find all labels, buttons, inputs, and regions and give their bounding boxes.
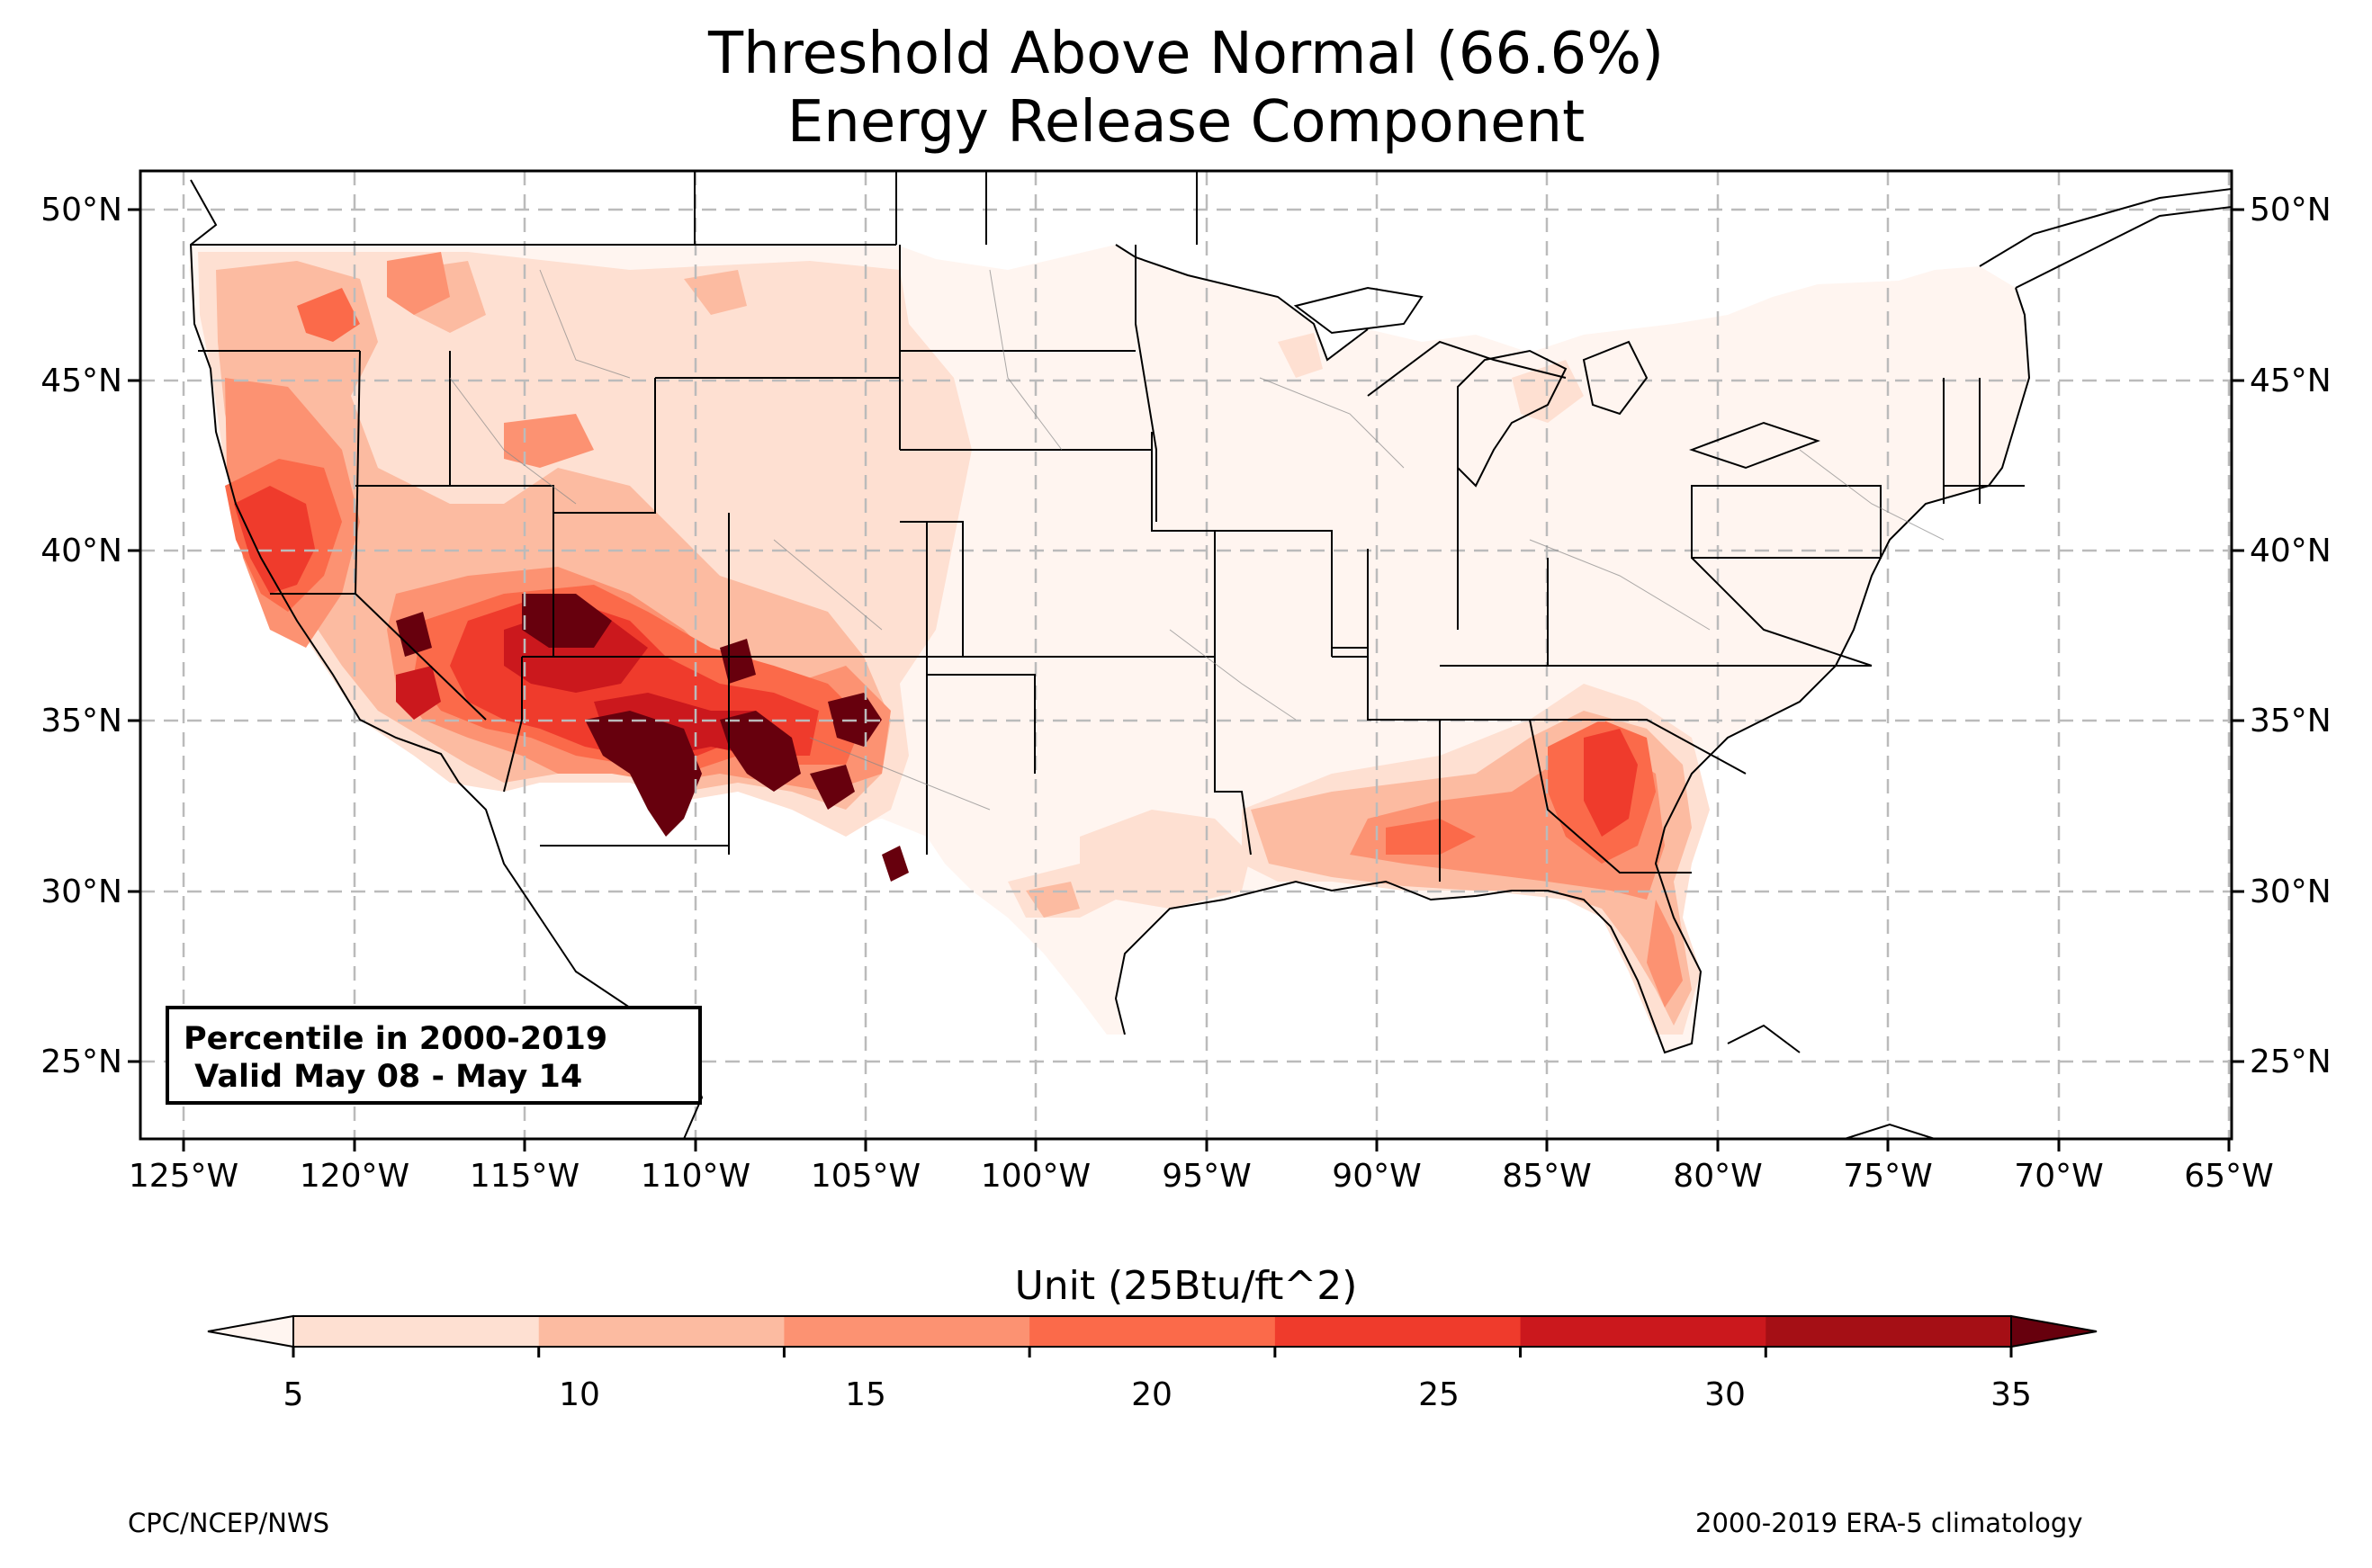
- colorbar-bin-3: [784, 1316, 1030, 1347]
- colorbar-label: Unit (25Btu/ft^2): [1014, 1263, 1358, 1309]
- colorbar-over-arrow: [2010, 1314, 2098, 1348]
- colorbar-tick-30: 30: [1704, 1376, 1746, 1413]
- colorbar-tick-20: 20: [1131, 1376, 1173, 1413]
- lon-tick-100w: 100°W: [981, 1158, 1091, 1195]
- lon-tick-110w: 110°W: [641, 1158, 750, 1195]
- lat-tick-30n-right: 30°N: [2250, 874, 2332, 910]
- map-subtitle: Energy Release Component: [786, 89, 1586, 156]
- lat-tick-labels-left: 50°N 45°N 40°N 35°N 30°N 25°N: [40, 192, 122, 1080]
- colorbar-tick-15: 15: [845, 1376, 886, 1413]
- colorbar-tick-35: 35: [1990, 1376, 2032, 1413]
- colorbar-under-arrow: [207, 1314, 294, 1348]
- lat-tick-30n-left: 30°N: [40, 874, 122, 910]
- colorbar-bin-2: [538, 1316, 785, 1347]
- lon-tick-120w: 120°W: [300, 1158, 409, 1195]
- map-title: Threshold Above Normal (66.6%): [707, 21, 1665, 87]
- county-lines: [449, 269, 1945, 811]
- lon-tick-125w: 125°W: [129, 1158, 238, 1195]
- footer-climatology: 2000-2019 ERA-5 climatology: [1695, 1508, 2083, 1538]
- lat-tick-35n-right: 35°N: [2250, 703, 2332, 739]
- lon-tick-75w: 75°W: [1843, 1158, 1932, 1195]
- colorbar: 5 10 15 20 25 30 35: [207, 1314, 2098, 1413]
- map-frame: [139, 169, 2233, 1141]
- colorbar-tick-10: 10: [559, 1376, 600, 1413]
- lon-tick-95w: 95°W: [1162, 1158, 1251, 1195]
- lon-tick-115w: 115°W: [470, 1158, 580, 1195]
- map-gridlines: [140, 171, 2232, 1139]
- lat-tick-25n-left: 25°N: [40, 1044, 122, 1080]
- colorbar-bin-1: [293, 1316, 540, 1347]
- lat-tick-45n-left: 45°N: [40, 363, 122, 399]
- colorbar-bin-5: [1274, 1316, 1522, 1347]
- lon-tick-105w: 105°W: [811, 1158, 921, 1195]
- info-box: Percentile in 2000-2019 Valid May 08 - M…: [166, 1006, 702, 1105]
- colorbar-bin-7: [1766, 1316, 2012, 1347]
- lat-tick-35n-left: 35°N: [40, 703, 122, 739]
- colorbar-tick-5: 5: [283, 1376, 304, 1413]
- lon-tick-90w: 90°W: [1332, 1158, 1421, 1195]
- lat-tick-50n-left: 50°N: [40, 192, 122, 228]
- lat-tick-50n-right: 50°N: [2250, 192, 2332, 228]
- lon-tick-65w: 65°W: [2184, 1158, 2273, 1195]
- lon-tick-70w: 70°W: [2014, 1158, 2103, 1195]
- map-area: [140, 171, 2232, 1139]
- lon-tick-80w: 80°W: [1673, 1158, 1762, 1195]
- axis-ticks: [128, 208, 2244, 1151]
- lat-tick-40n-right: 40°N: [2250, 533, 2332, 569]
- lon-tick-labels: 125°W 120°W 115°W 110°W 105°W 100°W 95°W…: [129, 1158, 2274, 1195]
- lat-tick-45n-right: 45°N: [2250, 363, 2332, 399]
- colorbar-bin-4: [1029, 1316, 1276, 1347]
- colorbar-tick-labels: 5 10 15 20 25 30 35: [283, 1376, 2032, 1413]
- footer-source: CPC/NCEP/NWS: [128, 1508, 330, 1538]
- colorbar-tick-25: 25: [1418, 1376, 1460, 1413]
- colorbar-bin-6: [1520, 1316, 1766, 1347]
- lon-tick-85w: 85°W: [1502, 1158, 1591, 1195]
- lat-tick-40n-left: 40°N: [40, 533, 122, 569]
- coastlines: [189, 179, 2232, 1139]
- info-box-line2: Valid May 08 - May 14: [184, 1059, 583, 1095]
- lat-tick-labels-right: 50°N 45°N 40°N 35°N 30°N 25°N: [2250, 192, 2332, 1080]
- info-box-line1: Percentile in 2000-2019: [184, 1021, 608, 1057]
- lat-tick-25n-right: 25°N: [2250, 1044, 2332, 1080]
